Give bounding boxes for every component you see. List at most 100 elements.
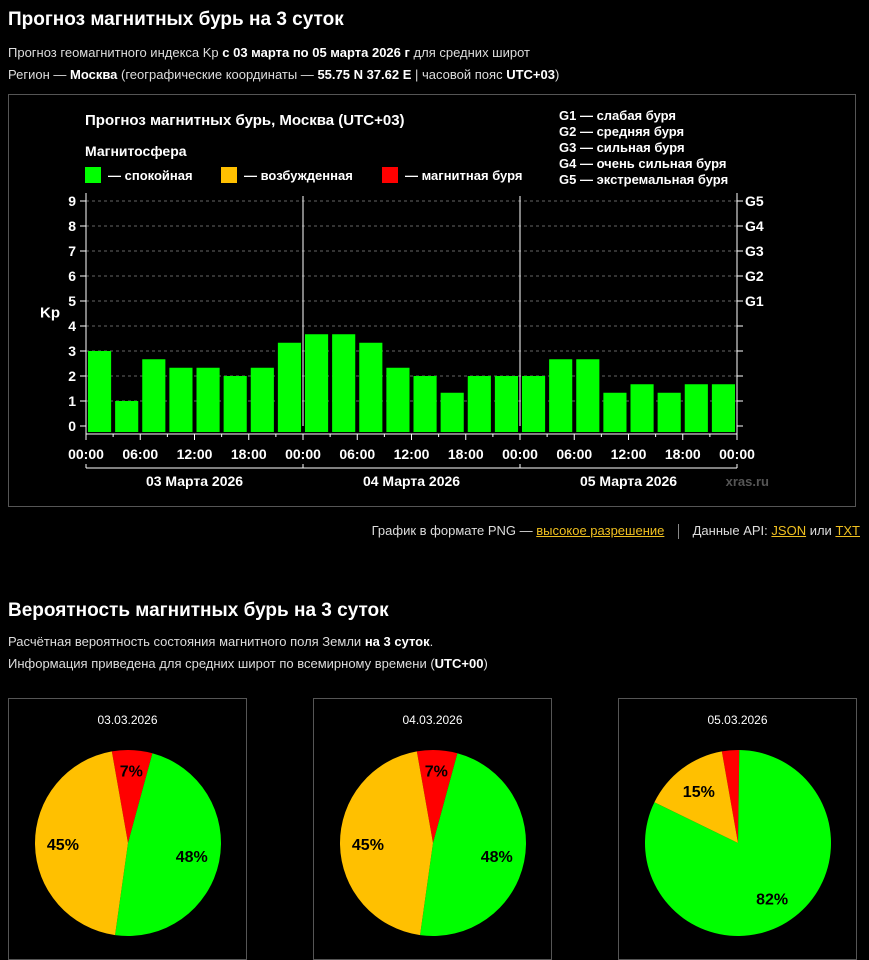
- pie-slice: [416, 750, 458, 843]
- utc-info-prefix: Информация приведена для средних широт п…: [8, 656, 435, 671]
- y-tick-label: 2: [68, 368, 76, 384]
- coords-label: (географические координаты —: [121, 67, 314, 82]
- utc-value: UTC+00: [434, 656, 484, 671]
- forecast-date-range: с 03 марта по 05 марта 2026 г: [222, 45, 410, 60]
- kp-chart-panel: Прогноз магнитных бурь, Москва (UTC+03) М…: [8, 94, 856, 507]
- pie-panel-day1: 03.03.2026 7% 48% 45%: [8, 698, 247, 960]
- region-coords: 55.75 N 37.62 E: [317, 67, 412, 82]
- pie-slice-label: 48%: [481, 849, 513, 866]
- pie-slice: [340, 751, 433, 936]
- probability-info-prefix: Расчётная вероятность состояния магнитно…: [8, 634, 362, 649]
- kp-bar: [332, 334, 356, 432]
- legend-label: — спокойная: [108, 168, 193, 183]
- forecast-info-suffix: для средних широт: [413, 45, 531, 60]
- kp-bar: [250, 367, 274, 432]
- probability-pie-chart: 7% 48% 45%: [35, 750, 221, 936]
- pie-slice-label: 15%: [683, 784, 715, 801]
- png-high-res-link[interactable]: высокое разрешение: [536, 523, 665, 538]
- region-label: Регион —: [8, 67, 67, 82]
- pie-slice: [420, 753, 526, 936]
- watermark: xras.ru: [726, 474, 769, 489]
- pie-slice-label: 7%: [120, 764, 143, 781]
- pie-slice-label: 45%: [352, 837, 384, 854]
- pie-slice-label: 7%: [425, 764, 448, 781]
- x-tick-label: 18:00: [448, 446, 484, 462]
- probability-info-end: .: [429, 634, 434, 649]
- pie-panel-day3: 05.03.2026 82% 15%: [618, 698, 857, 960]
- pie-slice: [654, 751, 738, 843]
- download-links: График в формате PNG — высокое разрешени…: [371, 523, 860, 540]
- pie-date: 05.03.2026: [707, 713, 768, 727]
- pie-date: 03.03.2026: [97, 713, 158, 727]
- pie-slice: [645, 750, 831, 936]
- or-label: или: [809, 523, 832, 538]
- y-tick-label: 1: [68, 393, 76, 409]
- api-label: Данные API:: [692, 523, 768, 538]
- g-scale-legend-item: G1 — слабая буря: [559, 108, 676, 123]
- kp-bar: [115, 401, 139, 432]
- kp-bar: [223, 376, 247, 432]
- x-tick-label: 00:00: [285, 446, 321, 462]
- pie-slice-label: 48%: [176, 849, 208, 866]
- probability-pie-chart: 7% 48% 45%: [340, 750, 526, 936]
- probability-info-line: Расчётная вероятность состояния магнитно…: [8, 634, 433, 649]
- y-tick-label: 6: [68, 268, 76, 284]
- kp-bar: [711, 384, 735, 432]
- x-tick-label: 12:00: [394, 446, 430, 462]
- kp-bar: [169, 367, 193, 432]
- kp-bar: [359, 342, 383, 432]
- kp-bar: [684, 384, 708, 432]
- kp-bar: [657, 392, 681, 432]
- kp-bar: [386, 367, 410, 432]
- g-scale-legend-item: G4 — очень сильная буря: [559, 156, 726, 171]
- kp-bar: [467, 376, 491, 432]
- kp-bar: [277, 342, 301, 432]
- json-link[interactable]: JSON: [771, 523, 807, 538]
- kp-bar: [522, 376, 546, 432]
- kp-bar: [88, 351, 112, 432]
- pie-slice: [35, 751, 128, 936]
- kp-bar: [603, 392, 627, 432]
- region-info-line: Регион — Москва (географические координа…: [8, 67, 559, 82]
- pie-panel-day2: 04.03.2026 7% 48% 45%: [313, 698, 552, 960]
- g-scale-legend-item: G2 — средняя буря: [559, 124, 684, 139]
- timezone-label: | часовой пояс: [415, 67, 503, 82]
- x-tick-label: 00:00: [68, 446, 104, 462]
- g-scale-legend-item: G5 — экстремальная буря: [559, 172, 728, 187]
- kp-forecast-chart: Прогноз магнитных бурь, Москва (UTC+03) М…: [40, 108, 769, 489]
- y-tick-label: 9: [68, 193, 76, 209]
- x-tick-label: 00:00: [719, 446, 755, 462]
- probability-title: Вероятность магнитных бурь на 3 суток: [8, 600, 389, 621]
- legend-swatch: [382, 167, 398, 183]
- day-label: 05 Марта 2026: [580, 473, 677, 489]
- day-label: 03 Марта 2026: [146, 473, 243, 489]
- x-tick-label: 06:00: [339, 446, 375, 462]
- legend-swatch: [85, 167, 101, 183]
- kp-bar: [630, 384, 654, 432]
- pie-date: 04.03.2026: [402, 713, 463, 727]
- legend-label: — магнитная буря: [405, 168, 522, 183]
- kp-bar: [494, 376, 518, 432]
- legend-swatch: [221, 167, 237, 183]
- x-tick-label: 18:00: [665, 446, 701, 462]
- legend-title: Магнитосфера: [85, 143, 187, 159]
- g-scale-label: G5: [745, 193, 764, 209]
- probability-period: на 3 суток: [364, 634, 430, 649]
- kp-bar: [413, 376, 437, 432]
- kp-bar: [576, 359, 600, 432]
- pie-slice-label: 82%: [756, 891, 788, 908]
- g-scale-label: G4: [745, 218, 764, 234]
- pie-slice: [721, 750, 740, 843]
- x-tick-label: 12:00: [611, 446, 647, 462]
- txt-link[interactable]: TXT: [835, 523, 860, 538]
- utc-info-line: Информация приведена для средних широт п…: [8, 656, 488, 671]
- kp-bar: [440, 392, 464, 432]
- png-label: График в формате PNG —: [371, 523, 533, 538]
- x-tick-label: 12:00: [177, 446, 213, 462]
- kp-bar: [305, 334, 329, 432]
- probability-pie-chart: 82% 15%: [645, 750, 831, 936]
- forecast-info-prefix: Прогноз геомагнитного индекса Kp: [8, 45, 219, 60]
- pie-slice: [111, 750, 153, 843]
- link-divider: [678, 524, 679, 540]
- legend-label: — возбужденная: [244, 168, 353, 183]
